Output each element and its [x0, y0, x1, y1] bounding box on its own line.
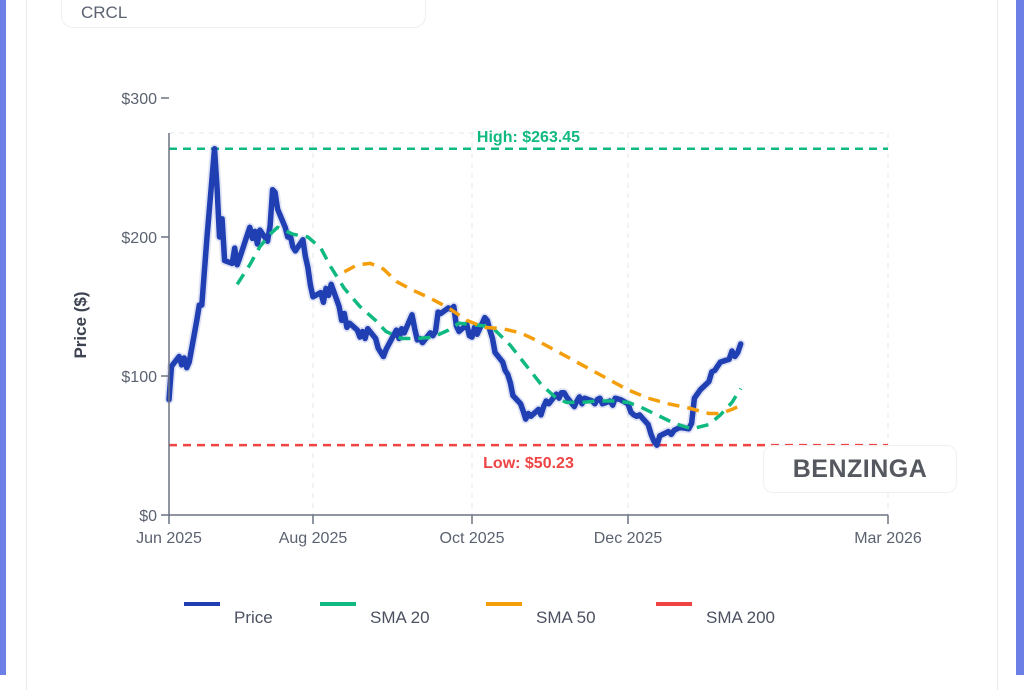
- reference-lines: High: $263.45 Low: $50.23: [169, 129, 888, 472]
- window-frame-left: [0, 0, 6, 675]
- y-tick-label: $0: [139, 508, 157, 525]
- y-tick-label: $100: [121, 369, 157, 386]
- ticker-input[interactable]: [61, 0, 426, 28]
- y-tick-label: $200: [121, 230, 157, 247]
- legend-label: Price: [234, 608, 273, 627]
- window-frame-right: [1016, 0, 1024, 675]
- legend-label: SMA 200: [706, 608, 775, 627]
- legend-label: SMA 20: [370, 608, 430, 627]
- high-label: High: $263.45: [477, 129, 580, 146]
- x-tick-label: Jun 2025: [136, 530, 202, 547]
- axes: $0 $100 $200 $300 Jun 2025 Aug 2025 Oct 2025 De…: [121, 91, 921, 547]
- series-lines: [164, 144, 746, 450]
- y-axis-title: Price ($): [71, 291, 90, 358]
- series-line-sma-20: [235, 225, 743, 431]
- low-label: Low: $50.23: [483, 455, 574, 472]
- legend: Price SMA 20 SMA 50 SMA 200: [184, 602, 775, 627]
- x-tick-label: Aug 2025: [279, 530, 348, 547]
- price-chart: High: $263.45 Low: $50.23 $0 $100 $200 $300 J…: [71, 91, 922, 627]
- x-tick-label: Dec 2025: [594, 530, 663, 547]
- y-tick-label: $300: [121, 91, 157, 108]
- ticker-symbol: CRCL: [81, 3, 128, 22]
- watermark-text: BENZINGA: [792, 455, 928, 483]
- series-line-sma-50: [343, 261, 742, 416]
- benzinga-watermark: BENZINGA: [763, 445, 957, 493]
- x-tick-label: Mar 2026: [854, 530, 922, 547]
- x-tick-label: Oct 2025: [440, 530, 505, 547]
- legend-label: SMA 50: [536, 608, 596, 627]
